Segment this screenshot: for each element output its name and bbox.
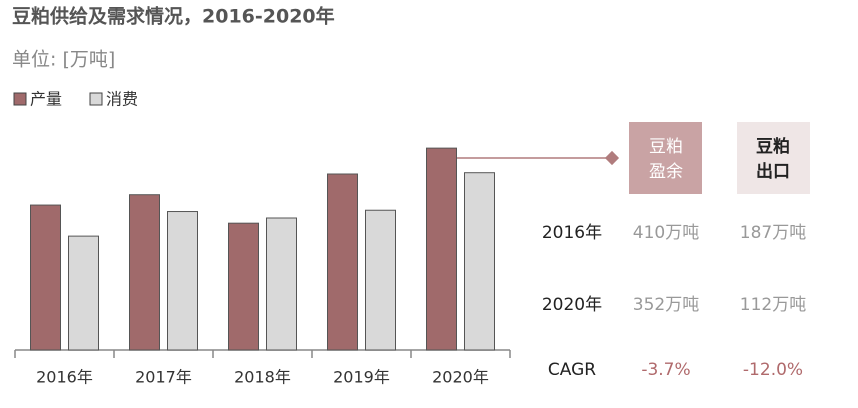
row-label: CAGR — [548, 360, 596, 380]
chart-title: 豆粕供给及需求情况，2016-2020年 — [12, 5, 335, 28]
row-label: 2020年 — [542, 295, 602, 315]
x-tick-label: 2018年 — [234, 368, 291, 387]
bar — [327, 173, 358, 351]
table-header: 出口 — [756, 161, 790, 182]
bar — [68, 235, 99, 351]
table-cell: 187万吨 — [740, 223, 806, 243]
chart-subtitle: 单位: [万吨] — [12, 49, 115, 71]
x-tick-label: 2016年 — [36, 368, 93, 387]
legend-label: 消费 — [106, 90, 138, 109]
legend-swatch — [89, 92, 103, 106]
table-header: 盈余 — [649, 162, 683, 182]
legend-swatch — [13, 92, 27, 106]
row-label: 2016年 — [542, 223, 602, 243]
header-box — [629, 122, 702, 194]
x-tick-label: 2020年 — [432, 368, 489, 387]
bar — [365, 209, 396, 351]
x-tick-label: 2017年 — [135, 368, 192, 387]
bar — [228, 222, 259, 351]
bar — [129, 194, 160, 351]
table-cell: 112万吨 — [740, 295, 806, 315]
bar — [266, 217, 297, 351]
table-cell: 352万吨 — [633, 295, 699, 315]
bar — [30, 204, 61, 351]
bar — [426, 147, 457, 351]
header-box — [737, 122, 810, 194]
table-cell: -3.7% — [641, 360, 690, 380]
bar — [167, 211, 198, 351]
legend-label: 产量 — [30, 90, 62, 109]
bar — [464, 172, 495, 351]
connector-marker — [604, 150, 620, 166]
x-tick-label: 2019年 — [333, 368, 390, 387]
table-cell: -12.0% — [743, 360, 803, 380]
table-header: 豆粕 — [649, 137, 683, 157]
table-header: 豆粕 — [756, 136, 790, 157]
table-cell: 410万吨 — [633, 223, 699, 243]
